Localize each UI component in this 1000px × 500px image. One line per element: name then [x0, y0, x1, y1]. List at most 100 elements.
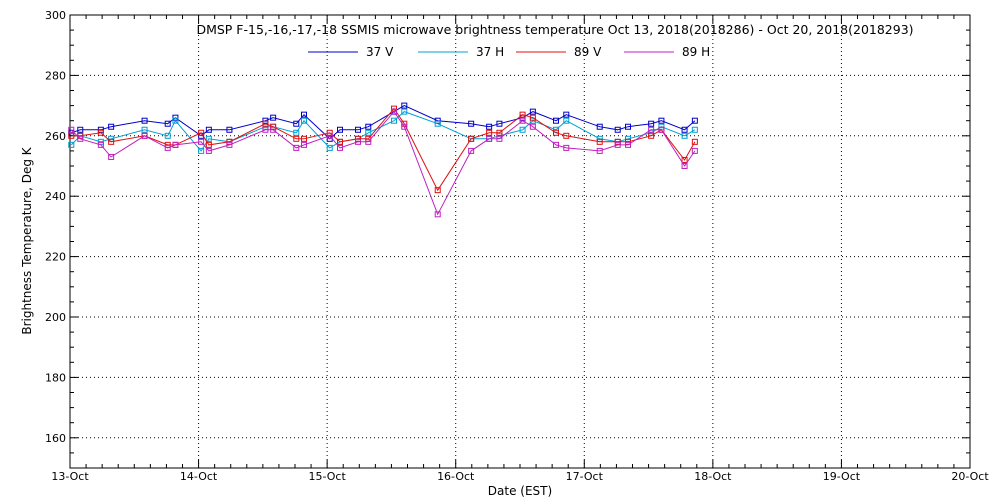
data-point: [198, 147, 205, 154]
data-point: [553, 141, 559, 148]
series-89-h: [68, 108, 698, 218]
data-point: [496, 135, 503, 142]
legend-item: 37 V: [308, 45, 394, 59]
data-point: [226, 141, 233, 148]
data-point: [658, 126, 665, 133]
data-point: [691, 147, 698, 154]
legend-item: 89 H: [624, 45, 710, 59]
series-layer: [68, 102, 698, 218]
data-point: [97, 138, 104, 145]
data-point: [614, 138, 621, 145]
data-point: [468, 135, 475, 142]
data-point: [648, 132, 655, 139]
data-point: [293, 129, 300, 136]
data-point: [563, 111, 570, 118]
y-axis-label: Brightness Temperature, Deg K: [20, 146, 34, 334]
data-point: [519, 117, 526, 124]
data-point: [198, 138, 205, 145]
data-point: [648, 126, 655, 133]
data-point: [164, 144, 171, 151]
data-point: [141, 126, 148, 133]
data-point: [401, 102, 408, 109]
data-point: [563, 132, 570, 139]
data-point: [691, 126, 698, 133]
data-point: [293, 135, 300, 142]
grid: [70, 15, 970, 468]
y-tick-label: 220: [45, 251, 66, 264]
y-tick-label: 260: [45, 130, 66, 143]
data-point: [468, 147, 475, 154]
data-point: [164, 132, 171, 139]
data-point: [108, 153, 115, 160]
data-point: [401, 123, 408, 130]
data-point: [270, 126, 277, 133]
data-point: [681, 126, 688, 133]
data-point: [337, 138, 343, 145]
data-point: [691, 117, 698, 124]
data-point: [198, 129, 205, 136]
data-point: [625, 123, 631, 130]
data-point: [519, 126, 526, 133]
data-point: [691, 138, 698, 145]
data-point: [301, 135, 307, 142]
data-point: [434, 211, 441, 218]
data-point: [141, 117, 148, 124]
data-point: [519, 111, 526, 118]
data-point: [108, 138, 115, 145]
y-tick-label: 300: [45, 9, 66, 22]
data-point: [596, 147, 603, 154]
data-point: [262, 126, 269, 133]
x-tick-label: 15-Oct: [308, 470, 346, 483]
data-point: [97, 126, 104, 133]
data-point: [301, 117, 307, 124]
data-point: [355, 138, 361, 145]
x-tick-label: 20-Oct: [951, 470, 989, 483]
data-point: [434, 187, 441, 194]
data-point: [625, 141, 631, 148]
y-tick-label: 180: [45, 371, 66, 384]
legend-item: 89 V: [516, 45, 602, 59]
y-tick-label: 160: [45, 432, 66, 445]
data-point: [648, 120, 655, 127]
data-point: [270, 114, 277, 121]
data-point: [293, 144, 300, 151]
data-point: [614, 126, 621, 133]
data-point: [529, 123, 536, 130]
data-point: [326, 144, 333, 151]
x-tick-label: 13-Oct: [51, 470, 89, 483]
data-point: [77, 126, 84, 133]
data-point: [205, 141, 212, 148]
data-point: [563, 144, 570, 151]
data-point: [391, 117, 397, 124]
data-point: [355, 126, 361, 133]
data-point: [301, 111, 307, 118]
legend-label: 37 H: [476, 45, 504, 59]
data-point: [293, 120, 300, 127]
series-line: [70, 111, 696, 152]
data-point: [365, 129, 372, 136]
legend-label: 89 V: [574, 45, 602, 59]
data-point: [496, 120, 503, 127]
data-point: [68, 126, 75, 133]
data-point: [205, 147, 212, 154]
y-tick-label: 280: [45, 69, 66, 82]
data-point: [226, 138, 233, 145]
data-point: [553, 129, 559, 136]
data-point: [337, 126, 343, 133]
data-point: [486, 129, 493, 136]
y-tick-label: 200: [45, 311, 66, 324]
data-point: [164, 120, 171, 127]
series-37-h: [68, 108, 698, 154]
data-point: [365, 138, 372, 145]
x-tick-label: 16-Oct: [437, 470, 475, 483]
axis-ticks: 160 180 200 220 240 260 280 300 13-Oct 14-Oct 15-O…: [45, 9, 989, 483]
data-point: [391, 108, 397, 115]
data-point: [563, 117, 570, 124]
data-point: [77, 135, 84, 142]
data-point: [434, 120, 441, 127]
data-point: [658, 117, 665, 124]
legend-label: 37 V: [366, 45, 394, 59]
data-point: [596, 138, 603, 145]
data-point: [172, 141, 179, 148]
